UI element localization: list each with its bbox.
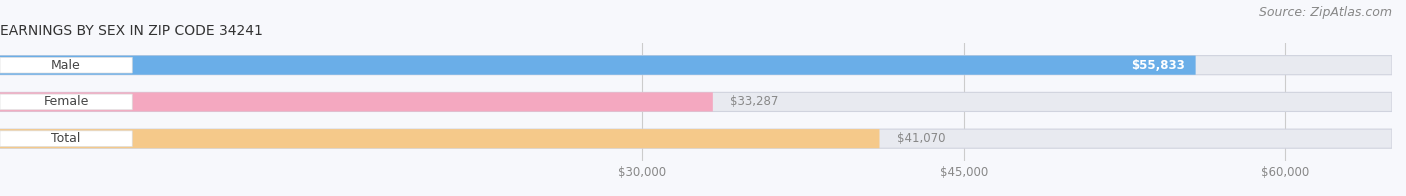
- Text: $55,833: $55,833: [1132, 59, 1185, 72]
- FancyBboxPatch shape: [0, 92, 1392, 112]
- FancyBboxPatch shape: [0, 56, 1392, 75]
- FancyBboxPatch shape: [0, 57, 132, 73]
- FancyBboxPatch shape: [0, 129, 880, 148]
- Text: Source: ZipAtlas.com: Source: ZipAtlas.com: [1258, 6, 1392, 19]
- Text: $41,070: $41,070: [897, 132, 945, 145]
- Text: Male: Male: [51, 59, 82, 72]
- Text: Female: Female: [44, 95, 89, 108]
- FancyBboxPatch shape: [0, 56, 1195, 75]
- FancyBboxPatch shape: [0, 92, 713, 112]
- FancyBboxPatch shape: [0, 94, 132, 110]
- Text: EARNINGS BY SEX IN ZIP CODE 34241: EARNINGS BY SEX IN ZIP CODE 34241: [0, 24, 263, 38]
- FancyBboxPatch shape: [0, 131, 132, 146]
- Text: Total: Total: [52, 132, 80, 145]
- Text: $33,287: $33,287: [730, 95, 779, 108]
- FancyBboxPatch shape: [0, 129, 1392, 148]
